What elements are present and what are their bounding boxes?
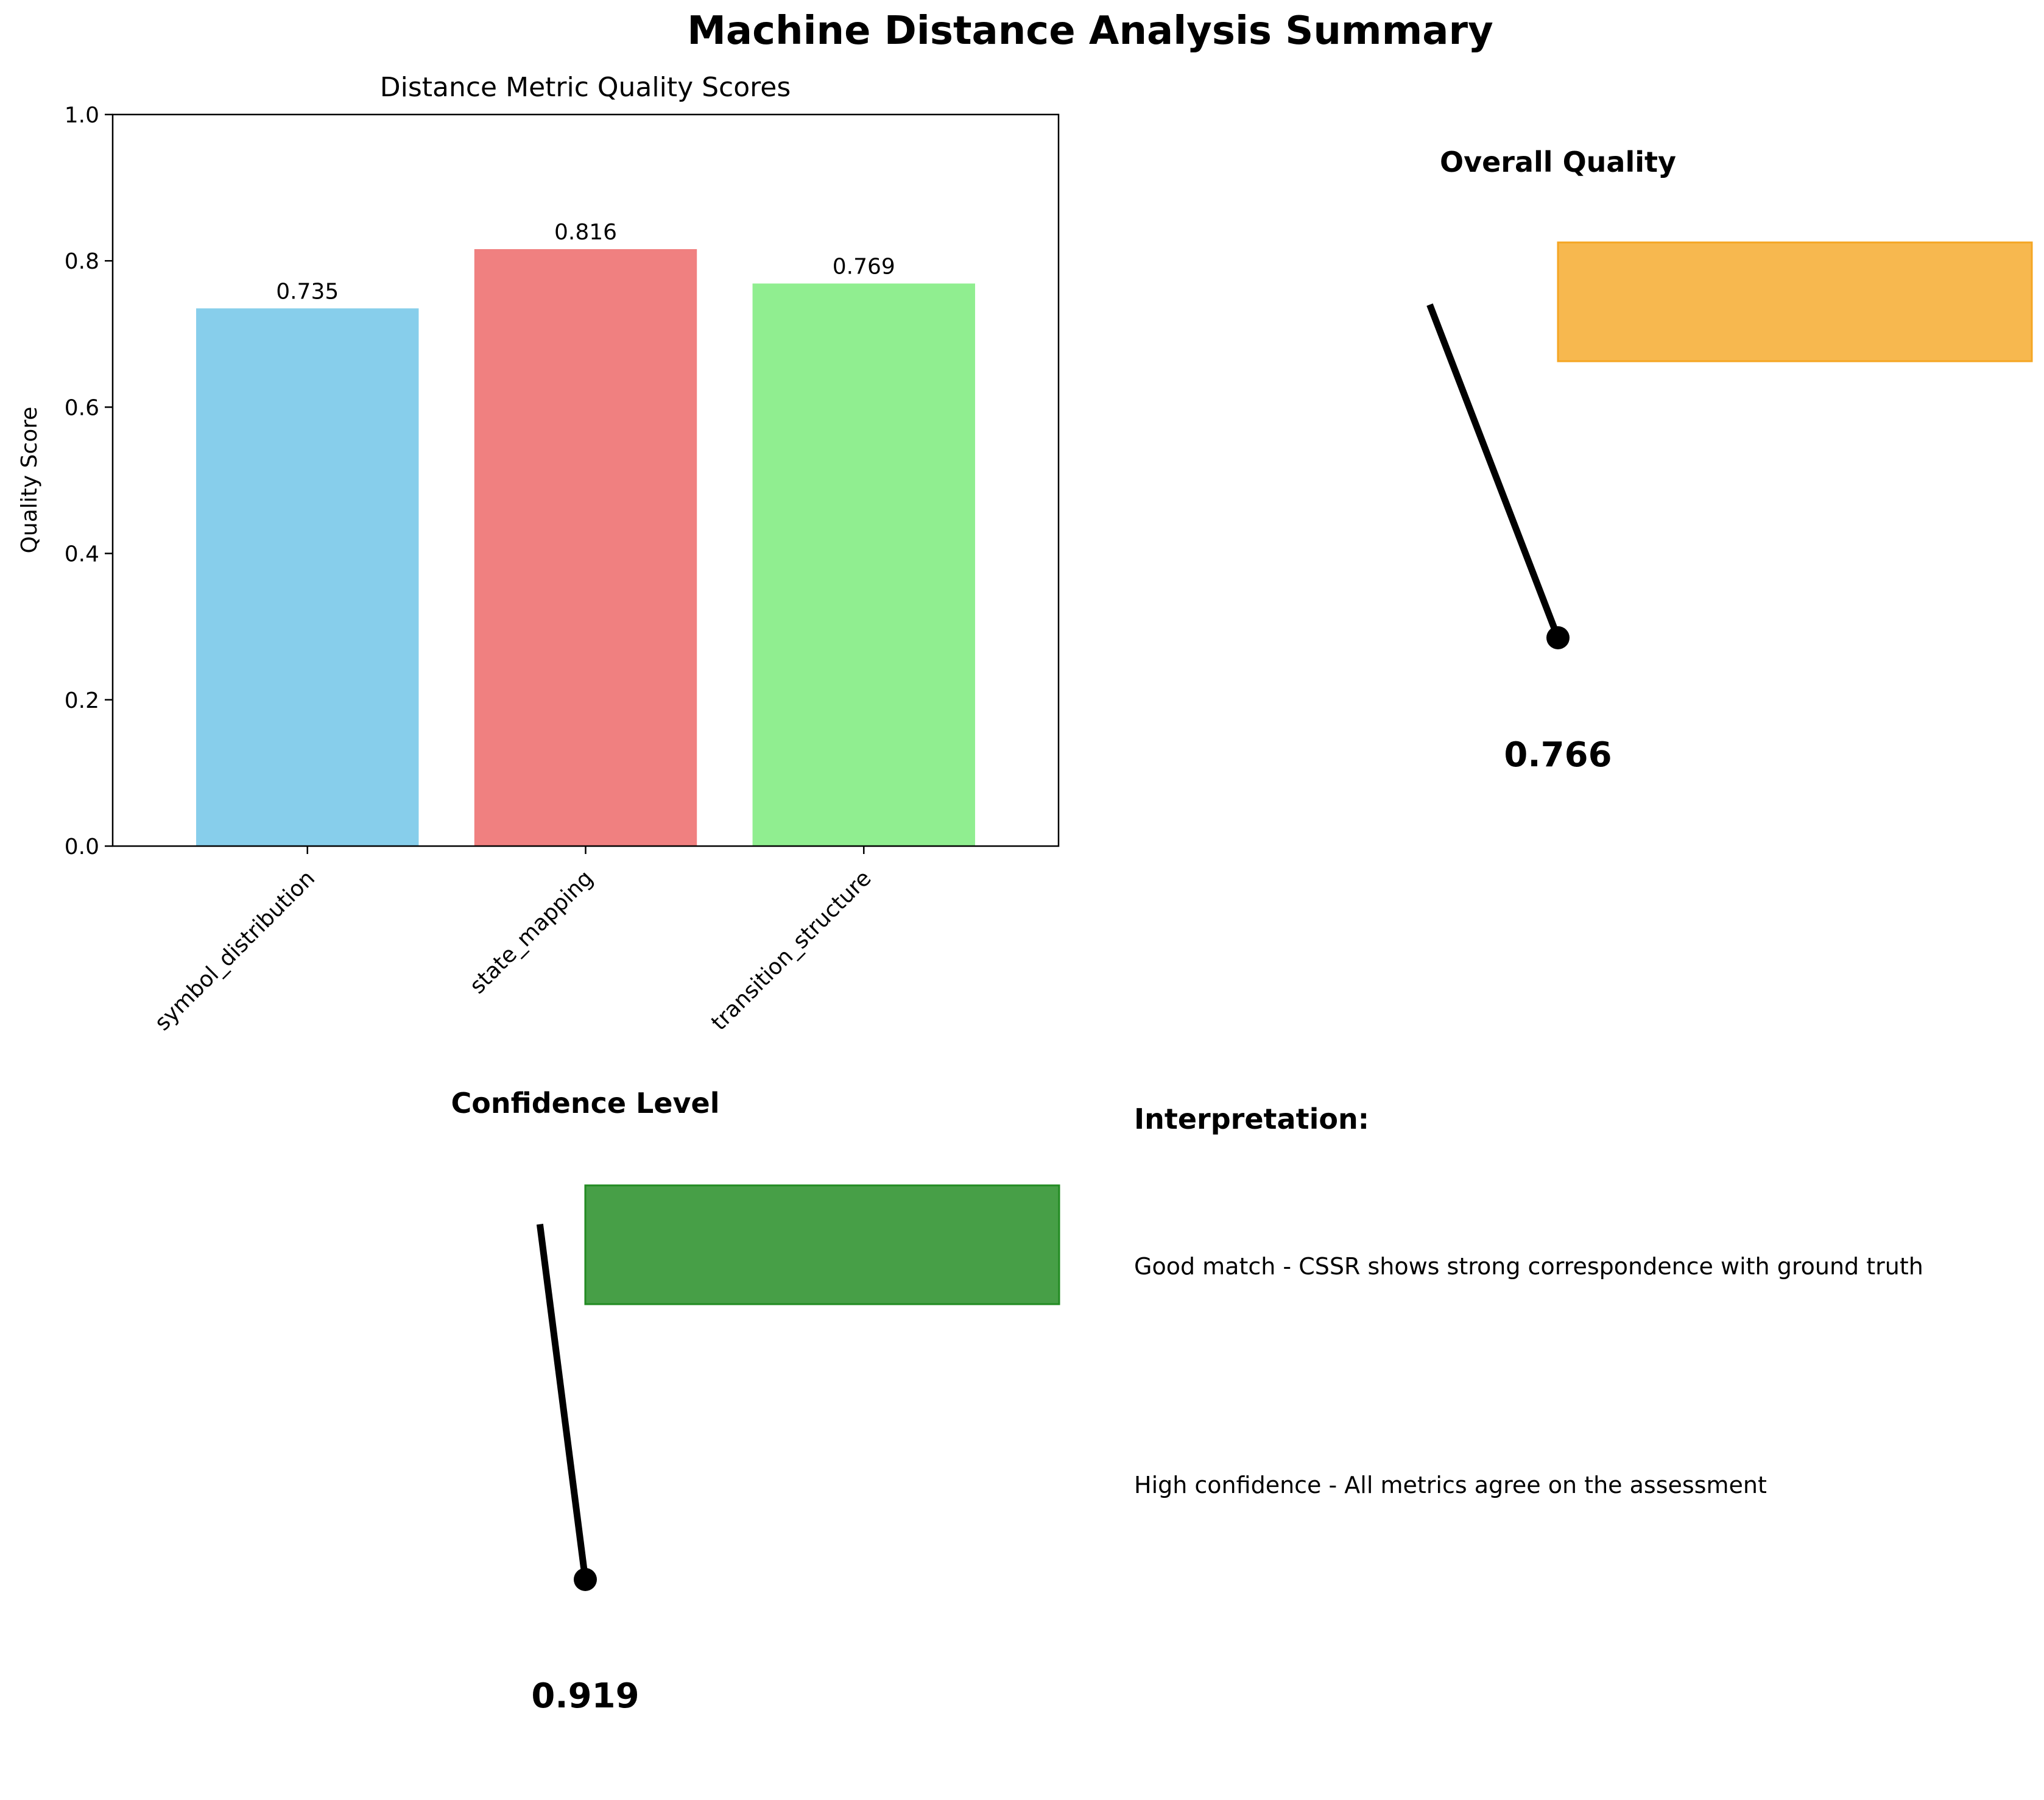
- x-ticks: symbol_distribution state_mapping transiti…: [150, 846, 876, 1036]
- overall-quality-needle: [1426, 303, 1562, 639]
- plot-area-frame: [111, 113, 1060, 847]
- x-tick-label: symbol_distribution: [150, 866, 320, 1036]
- bar-series: 0.735 0.816 0.769: [196, 220, 975, 846]
- x-tick-label: transition_structure: [707, 866, 876, 1036]
- overall-quality-band: [1557, 241, 2033, 362]
- confidence-level-title: Confidence Level: [451, 1087, 719, 1120]
- overall-quality-title: Overall Quality: [1440, 146, 1676, 178]
- figure-title: Machine Distance Analysis Summary: [687, 9, 1493, 54]
- bar-state-mapping: [474, 249, 697, 846]
- bar-value-label: 0.735: [276, 279, 339, 304]
- y-tick-label: 0.8: [65, 249, 99, 274]
- bar-symbol-distribution: [196, 308, 419, 846]
- bar-chart-y-axis-label: Quality Score: [17, 407, 42, 554]
- confidence-level-value: 0.919: [531, 1676, 639, 1716]
- x-tick-label: state_mapping: [465, 866, 598, 998]
- y-ticks: 0.0 0.2 0.4 0.6 0.8 1.0: [65, 103, 113, 859]
- y-tick-label: 0.6: [65, 395, 99, 420]
- interpretation-line-confidence: High confidence - All metrics agree on t…: [1134, 1472, 1767, 1498]
- y-tick-label: 1.0: [65, 103, 99, 128]
- bar-value-label: 0.816: [554, 220, 617, 245]
- y-tick-label: 0.0: [65, 835, 99, 859]
- confidence-level-needle: [536, 1224, 589, 1580]
- overall-quality-gauge: Overall Quality 0.766: [1426, 146, 2033, 775]
- overall-quality-pivot: [1546, 626, 1570, 649]
- bar-chart-panel: Distance Metric Quality Scores Quality S…: [17, 72, 1060, 1036]
- bar-value-label: 0.769: [833, 254, 895, 279]
- y-tick-label: 0.4: [65, 542, 99, 567]
- bar-chart-title: Distance Metric Quality Scores: [380, 72, 791, 103]
- confidence-level-gauge: Confidence Level 0.919: [451, 1087, 1060, 1716]
- y-tick-label: 0.2: [65, 688, 99, 713]
- interpretation-panel: Interpretation: Good match - CSSR shows …: [1134, 1103, 1923, 1498]
- confidence-level-band: [584, 1184, 1060, 1305]
- overall-quality-value: 0.766: [1504, 735, 1612, 775]
- interpretation-line-match: Good match - CSSR shows strong correspon…: [1134, 1253, 1923, 1280]
- confidence-level-pivot: [574, 1568, 597, 1591]
- interpretation-heading: Interpretation:: [1134, 1103, 1369, 1135]
- bar-transition-structure: [752, 283, 975, 846]
